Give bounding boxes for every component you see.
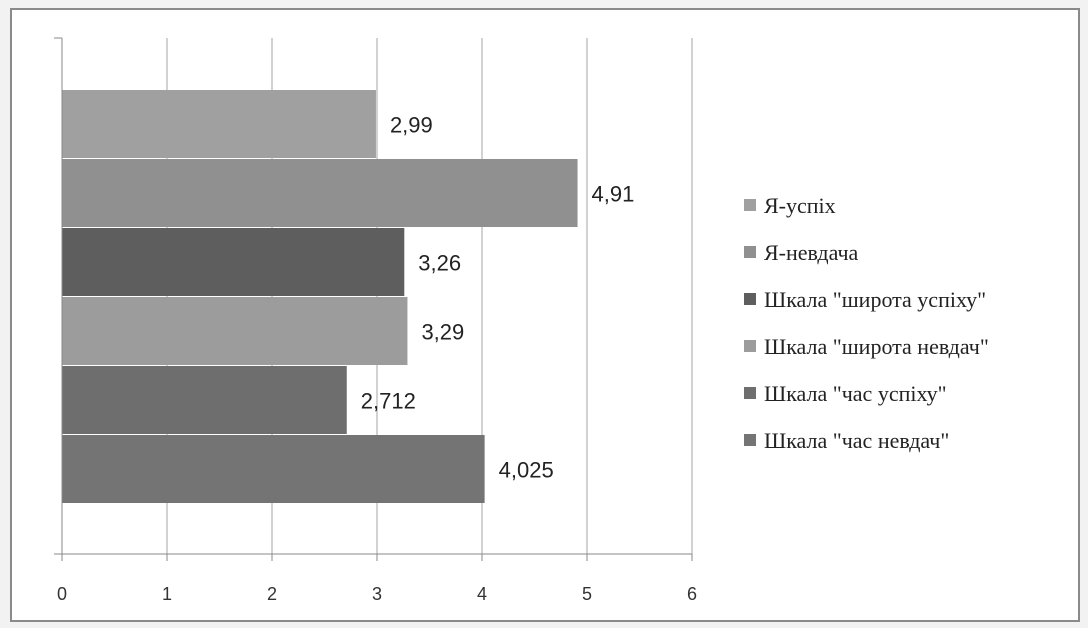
data-label: 4,025 [499,458,554,483]
x-tick-label: 4 [477,584,487,604]
data-label: 3,26 [418,251,461,276]
legend-label: Я-невдача [764,240,859,265]
legend-swatch [744,246,756,258]
legend-label: Я-успіх [764,193,836,218]
legend-swatch [744,199,756,211]
legend: Я-успіх Я-невдача Шкала "широта успіху" Шка… [744,193,989,453]
bar-3 [62,297,408,365]
x-tick-label: 0 [57,584,67,604]
x-axis: 0 1 2 3 4 5 6 [54,37,697,604]
legend-label: Шкала "час невдач" [764,428,949,453]
x-tick-label: 1 [162,584,172,604]
legend-swatch [744,387,756,399]
x-tick-label: 5 [582,584,592,604]
x-tick-label: 6 [687,584,697,604]
bar-4 [62,366,347,434]
data-label: 3,29 [421,320,464,345]
bar-1 [62,159,578,227]
data-label: 2,99 [390,113,433,138]
legend-label: Шкала "широта успіху" [764,287,986,312]
data-labels: 2,99 4,91 3,26 3,29 2,712 4,025 [361,113,635,483]
data-label: 4,91 [592,182,635,207]
legend-swatch [744,340,756,352]
data-label: 2,712 [361,389,416,414]
legend-swatch [744,293,756,305]
legend-label: Шкала "широта невдач" [764,334,989,359]
legend-swatch [744,434,756,446]
bar-5 [62,435,485,503]
x-tick-label: 2 [267,584,277,604]
bars [62,90,578,503]
x-tick-label: 3 [372,584,382,604]
bar-2 [62,228,405,296]
legend-label: Шкала "час успіху" [764,381,947,406]
bar-0 [62,90,376,158]
